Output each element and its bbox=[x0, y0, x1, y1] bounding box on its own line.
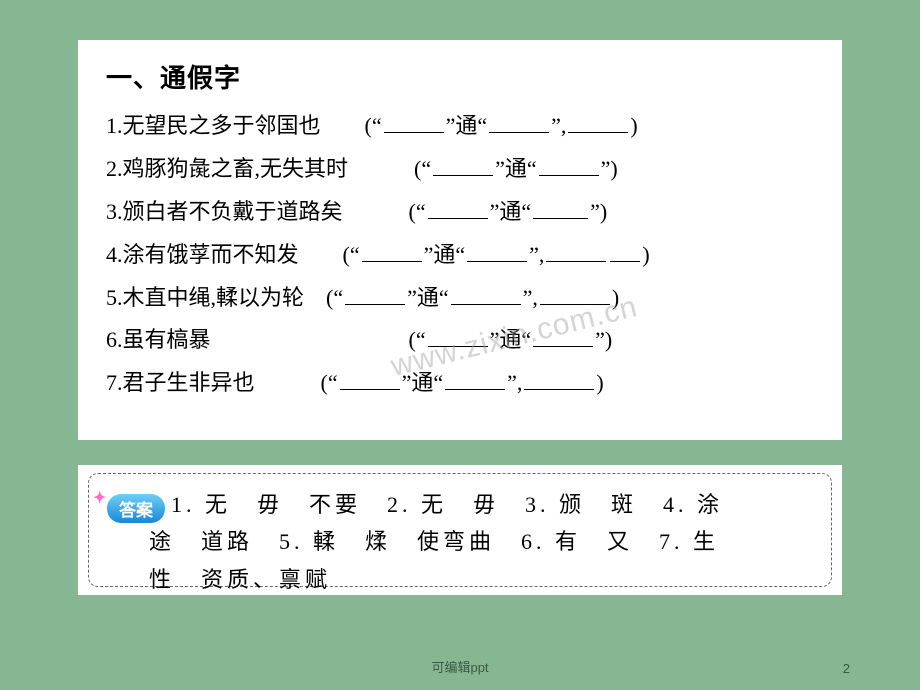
answer-text-2: 途 道路 5. 輮 煣 使弯曲 6. 有 又 7. 生 bbox=[149, 523, 813, 560]
answer-text-1: 1. 无 毋 不要 2. 无 毋 3. 颁 斑 4. 涂 bbox=[171, 492, 723, 517]
footer-center: 可编辑ppt bbox=[431, 657, 488, 676]
blank bbox=[428, 196, 488, 219]
item-text: 涂有饿莩而不知发 bbox=[123, 242, 299, 267]
blank bbox=[467, 239, 527, 262]
item-num: 1. bbox=[106, 113, 123, 138]
section-title: 一、通假字 bbox=[106, 58, 814, 95]
blank bbox=[533, 196, 588, 219]
answer-inner: ✦ 答案 1. 无 毋 不要 2. 无 毋 3. 颁 斑 4. 涂 途 道路 5… bbox=[88, 473, 832, 587]
answer-row1: ✦ 答案 1. 无 毋 不要 2. 无 毋 3. 颁 斑 4. 涂 bbox=[107, 486, 813, 523]
blank bbox=[540, 281, 610, 304]
item-num: 5. bbox=[106, 285, 123, 310]
item-text: 颁白者不负戴于道路矣 bbox=[123, 199, 343, 224]
blank bbox=[433, 153, 493, 176]
blank bbox=[546, 239, 606, 262]
item-3: 3.颁白者不负戴于道路矣 (“”通“”) bbox=[106, 191, 814, 234]
item-num: 2. bbox=[106, 156, 123, 181]
item-4: 4.涂有饿莩而不知发 (“”通“”,) bbox=[106, 234, 814, 277]
item-text: 无望民之多于邻国也 bbox=[123, 113, 321, 138]
item-num: 4. bbox=[106, 242, 123, 267]
item-7: 7.君子生非异也 (“”通“”,) bbox=[106, 362, 814, 405]
item-text: 虽有槁暴 bbox=[123, 327, 211, 352]
item-2: 2.鸡豚狗彘之畜,无失其时 (“”通“”) bbox=[106, 148, 814, 191]
blank bbox=[362, 239, 422, 262]
blank bbox=[610, 239, 640, 262]
blank bbox=[489, 110, 549, 133]
answer-text-3: 性 资质、禀赋 bbox=[149, 561, 813, 598]
item-num: 3. bbox=[106, 199, 123, 224]
blank bbox=[524, 367, 594, 390]
item-text: 鸡豚狗彘之畜,无失其时 bbox=[123, 156, 349, 181]
star-icon: ✦ bbox=[93, 488, 106, 508]
item-num: 7. bbox=[106, 370, 123, 395]
blank bbox=[384, 110, 444, 133]
item-text: 木直中绳,輮以为轮 bbox=[123, 285, 305, 310]
blank bbox=[568, 110, 628, 133]
blank bbox=[533, 324, 593, 347]
item-1: 1.无望民之多于邻国也 (“”通“”,) bbox=[106, 105, 814, 148]
answer-label: ✦ 答案 bbox=[107, 494, 165, 523]
blank bbox=[340, 367, 400, 390]
blank bbox=[428, 324, 488, 347]
main-content-box: 一、通假字 1.无望民之多于邻国也 (“”通“”,) 2.鸡豚狗彘之畜,无失其时… bbox=[78, 40, 842, 440]
blank bbox=[345, 281, 405, 304]
item-num: 6. bbox=[106, 327, 123, 352]
blank bbox=[445, 367, 505, 390]
item-text: 君子生非异也 bbox=[123, 370, 255, 395]
blank bbox=[539, 153, 599, 176]
blank bbox=[451, 281, 521, 304]
item-5: 5.木直中绳,輮以为轮 (“”通“”,) bbox=[106, 277, 814, 320]
item-6: 6.虽有槁暴 (“”通“”) bbox=[106, 319, 814, 362]
answer-box: ✦ 答案 1. 无 毋 不要 2. 无 毋 3. 颁 斑 4. 涂 途 道路 5… bbox=[78, 465, 842, 595]
footer-page-number: 2 bbox=[843, 661, 850, 676]
